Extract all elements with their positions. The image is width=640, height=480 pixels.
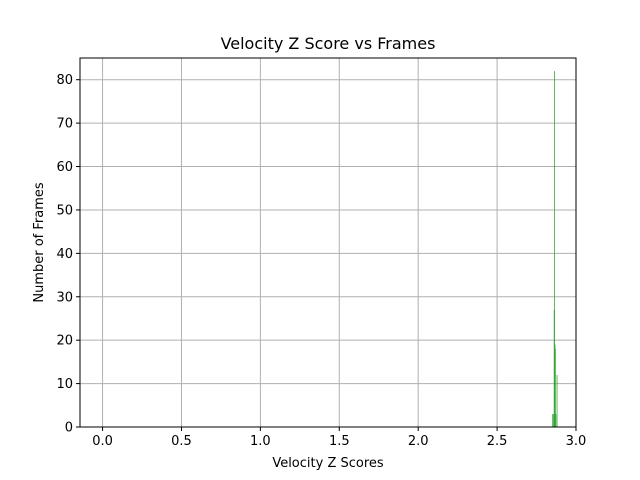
y-tick-label: 30 bbox=[56, 290, 73, 305]
x-tick-label: 1.5 bbox=[329, 434, 350, 449]
y-tick-label: 60 bbox=[56, 160, 73, 175]
histogram-bar bbox=[552, 413, 554, 427]
y-axis-ticks: 0 10 20 30 40 50 60 70 80 bbox=[56, 73, 80, 436]
x-tick-label: 0.0 bbox=[92, 434, 113, 449]
histogram-bar bbox=[554, 348, 556, 427]
plot-frame bbox=[79, 57, 577, 428]
chart-title: Velocity Z Score vs Frames bbox=[221, 34, 436, 53]
bars bbox=[552, 71, 558, 427]
y-tick-label: 40 bbox=[56, 247, 73, 262]
y-tick-label: 0 bbox=[65, 421, 73, 436]
histogram-bar bbox=[556, 374, 558, 427]
grid-lines bbox=[80, 58, 577, 428]
y-tick-label: 10 bbox=[56, 377, 73, 392]
y-tick-label: 20 bbox=[56, 334, 73, 349]
y-tick-label: 70 bbox=[56, 117, 73, 132]
y-tick-label: 50 bbox=[56, 203, 73, 218]
y-tick-label: 80 bbox=[56, 73, 73, 88]
histogram-bar bbox=[554, 71, 556, 427]
x-tick-label: 1.0 bbox=[250, 434, 271, 449]
x-tick-label: 2.0 bbox=[408, 434, 429, 449]
x-tick-label: 3.0 bbox=[566, 434, 587, 449]
histogram-bar bbox=[552, 413, 554, 427]
x-tick-label: 2.5 bbox=[487, 434, 508, 449]
x-tick-label: 0.5 bbox=[171, 434, 192, 449]
x-axis-label: Velocity Z Scores bbox=[272, 456, 384, 471]
y-axis-label: Number of Frames bbox=[32, 182, 47, 303]
histogram-bar bbox=[555, 413, 557, 427]
x-axis-ticks: 0.0 0.5 1.0 1.5 2.0 2.5 3.0 bbox=[92, 427, 586, 449]
